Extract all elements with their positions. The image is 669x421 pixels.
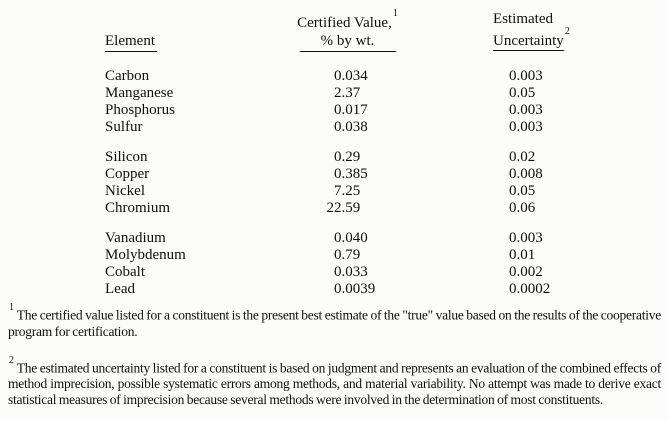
- element-name-cell: Copper: [105, 166, 150, 182]
- certified-value-header-text: Certified Value,: [297, 15, 392, 31]
- uncertainty-cell: 0.05: [508, 85, 536, 101]
- certified-value-cell: 0.79: [333, 247, 361, 263]
- certified-value-cell: 0.040: [333, 230, 368, 246]
- table-row: Phosphorus 0.017 0.003: [105, 102, 669, 119]
- footnote-2-number: 2: [9, 354, 14, 366]
- certified-value-cell: 7.25: [333, 183, 361, 199]
- certified-value-cell: 0.033: [333, 264, 368, 280]
- table-row: Carbon 0.034 0.003: [105, 68, 669, 85]
- table-row: Vanadium 0.040 0.003: [105, 230, 669, 247]
- table-row: Molybdenum 0.79 0.01: [105, 247, 669, 264]
- certified-value-cell: 0.385: [333, 166, 368, 182]
- certified-value-cell: 0.0039: [333, 281, 376, 297]
- element-name-cell: Lead: [105, 281, 135, 297]
- footnote-1: 1 The certified value listed for a consti…: [8, 302, 661, 340]
- certified-value-cell: 0.034: [333, 68, 368, 84]
- footnote-1-text: The certified value listed for a constit…: [8, 307, 661, 339]
- element-column-header: Element: [105, 10, 290, 52]
- footnote-2-text: The estimated uncertainty listed for a c…: [8, 360, 661, 407]
- element-name-cell: Chromium: [105, 200, 171, 216]
- uncertainty-cell: 0.0002: [508, 281, 551, 297]
- element-name-cell: Nickel: [105, 183, 145, 199]
- percent-by-wt-label: % by wt.: [320, 33, 375, 49]
- certified-value-cell: 22.59: [326, 200, 361, 216]
- element-name-cell: Carbon: [105, 68, 150, 84]
- uncertainty-cell: 0.01: [508, 247, 536, 263]
- percent-by-wt-underline: % by wt.: [299, 32, 396, 52]
- table-row: Lead 0.0039 0.0002: [105, 281, 669, 298]
- table-row: Nickel 7.25 0.05: [105, 183, 669, 200]
- uncertainty-cell: 0.003: [508, 119, 543, 135]
- table-row: Chromium 22.59 0.06: [105, 200, 669, 217]
- uncertainty-header-line2: Uncertainty2: [493, 26, 658, 51]
- certified-value-cell: 0.038: [333, 119, 368, 135]
- uncertainty-cell: 0.002: [508, 264, 543, 280]
- certified-values-table: Element Certified Value,1 % by wt. Estim…: [105, 8, 669, 298]
- element-name-cell: Silicon: [105, 149, 148, 165]
- uncertainty-cell: 0.003: [508, 68, 543, 84]
- table-row: Cobalt 0.033 0.002: [105, 264, 669, 281]
- uncertainty-cell: 0.003: [508, 102, 543, 118]
- uncertainty-header-label: Uncertainty: [493, 33, 564, 51]
- element-header-label: Element: [105, 32, 157, 52]
- table-row: Manganese 2.37 0.05: [105, 85, 669, 102]
- table-row: Copper 0.385 0.008: [105, 166, 669, 183]
- element-name-cell: Sulfur: [105, 119, 143, 135]
- certified-value-cell: 0.017: [333, 102, 368, 118]
- element-name-cell: Molybdenum: [105, 247, 186, 263]
- table-row: Silicon 0.29 0.02: [105, 149, 669, 166]
- uncertainty-cell: 0.008: [508, 166, 543, 182]
- footnote-2-marker: 2: [564, 26, 570, 37]
- table-row: Sulfur 0.038 0.003: [105, 119, 669, 136]
- certified-value-cell: 2.37: [333, 85, 361, 101]
- estimated-header-label: Estimated: [493, 11, 553, 27]
- table-group-1: Carbon 0.034 0.003 Manganese 2.37 0.05 P…: [105, 68, 669, 136]
- uncertainty-column-header: Estimated Uncertainty2: [493, 10, 658, 52]
- table-group-2: Silicon 0.29 0.02 Copper 0.385 0.008 Nic…: [105, 149, 669, 217]
- footnote-2: 2 The estimated uncertainty listed for a …: [8, 354, 661, 409]
- certified-value-header-line2: % by wt.: [290, 32, 405, 52]
- element-name-cell: Manganese: [105, 85, 174, 101]
- element-name-cell: Phosphorus: [105, 102, 176, 118]
- element-name-cell: Vanadium: [105, 230, 166, 246]
- element-name-cell: Cobalt: [105, 264, 145, 280]
- uncertainty-cell: 0.06: [508, 200, 536, 216]
- footnotes-section: 1 The certified value listed for a consti…: [8, 302, 661, 409]
- uncertainty-cell: 0.02: [508, 149, 536, 165]
- certified-value-header-line1: Certified Value,1: [290, 8, 405, 32]
- footnote-1-number: 1: [9, 302, 14, 313]
- table-group-3: Vanadium 0.040 0.003 Molybdenum 0.79 0.0…: [105, 230, 669, 298]
- uncertainty-cell: 0.05: [508, 183, 536, 199]
- footnote-1-marker: 1: [392, 8, 398, 19]
- certified-value-cell: 0.29: [333, 149, 361, 165]
- table-header: Element Certified Value,1 % by wt. Estim…: [105, 8, 669, 52]
- certified-value-column-header: Certified Value,1 % by wt.: [290, 8, 405, 52]
- uncertainty-cell: 0.003: [508, 230, 543, 246]
